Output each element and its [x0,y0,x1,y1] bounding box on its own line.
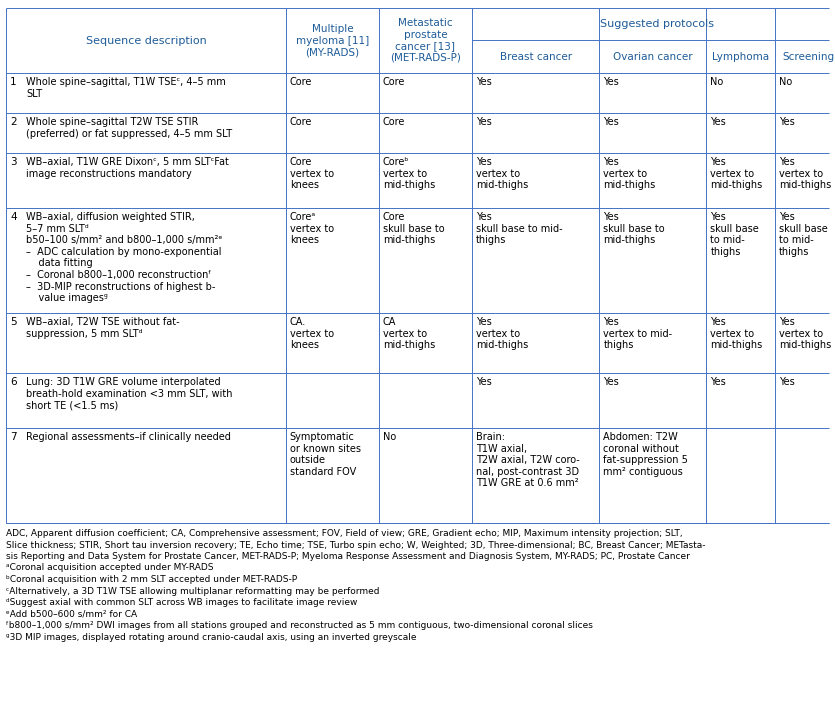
Text: Coreᵃ
vertex to
knees: Coreᵃ vertex to knees [290,212,334,245]
Text: Yes: Yes [779,117,794,127]
Text: Breast cancer: Breast cancer [499,52,572,62]
Text: ᵇCoronal acquisition with 2 mm SLT accepted under MET-RADS-P: ᵇCoronal acquisition with 2 mm SLT accep… [6,575,297,584]
Text: Yes
skull base to
mid-thighs: Yes skull base to mid-thighs [604,212,665,245]
Text: ᵈSuggest axial with common SLT across WB images to facilitate image review: ᵈSuggest axial with common SLT across WB… [6,598,357,607]
Text: ᵍ3D MIP images, displayed rotating around cranio-caudal axis, using an inverted : ᵍ3D MIP images, displayed rotating aroun… [6,632,417,642]
Text: Slice thickness; STIR, Short tau inversion recovery; TE, Echo time; TSE, Turbo s: Slice thickness; STIR, Short tau inversi… [6,541,706,549]
Text: Core: Core [382,77,405,87]
Text: ᶠb800–1,000 s/mm² DWI images from all stations grouped and reconstructed as 5 mm: ᶠb800–1,000 s/mm² DWI images from all st… [6,621,593,630]
Text: Yes
skull base
to mid-
thighs: Yes skull base to mid- thighs [779,212,827,257]
Text: Yes
vertex to
mid-thighs: Yes vertex to mid-thighs [476,317,528,350]
Text: Screening: Screening [782,52,835,62]
Text: Abdomen: T2W
coronal without
fat-suppression 5
mm² contiguous: Abdomen: T2W coronal without fat-suppres… [604,432,688,477]
Text: Yes
vertex to
mid-thighs: Yes vertex to mid-thighs [779,157,831,190]
Text: Yes: Yes [779,377,794,387]
Text: Core
vertex to
knees: Core vertex to knees [290,157,334,190]
Text: Symptomatic
or known sites
outside
standard FOV: Symptomatic or known sites outside stand… [290,432,361,477]
Text: ADC, Apparent diffusion coefficient; CA, Comprehensive assessment; FOV, Field of: ADC, Apparent diffusion coefficient; CA,… [6,529,683,538]
Text: Suggested protocols: Suggested protocols [600,19,715,29]
Text: Yes: Yes [476,117,492,127]
Text: Yes: Yes [711,117,726,127]
Text: Core
skull base to
mid-thighs: Core skull base to mid-thighs [382,212,444,245]
Text: Yes
vertex to
mid-thighs: Yes vertex to mid-thighs [779,317,831,350]
Text: Yes: Yes [604,377,619,387]
Text: Brain:
T1W axial,
T2W axial, T2W coro-
nal, post-contrast 3D
T1W GRE at 0.6 mm²: Brain: T1W axial, T2W axial, T2W coro- n… [476,432,579,488]
Text: Yes
vertex to
mid-thighs: Yes vertex to mid-thighs [476,157,528,190]
Text: Yes: Yes [604,77,619,87]
Text: CA
vertex to
mid-thighs: CA vertex to mid-thighs [382,317,435,350]
Text: Yes
skull base to mid-
thighs: Yes skull base to mid- thighs [476,212,563,245]
Text: Yes: Yes [604,117,619,127]
Text: Core: Core [382,117,405,127]
Text: WB–axial, diffusion weighted STIR,
5–7 mm SLTᵈ
b50–100 s/mm² and b800–1,000 s/mm: WB–axial, diffusion weighted STIR, 5–7 m… [26,212,222,303]
Text: 3: 3 [10,157,17,167]
Text: Lung: 3D T1W GRE volume interpolated
breath-hold examination <3 mm SLT, with
sho: Lung: 3D T1W GRE volume interpolated bre… [26,377,232,410]
Text: No: No [779,77,792,87]
Text: Whole spine–sagittal, T1W TSEᶜ, 4–5 mm
SLT: Whole spine–sagittal, T1W TSEᶜ, 4–5 mm S… [26,77,225,99]
Text: WB–axial, T2W TSE without fat-
suppression, 5 mm SLTᵈ: WB–axial, T2W TSE without fat- suppressi… [26,317,180,339]
Text: No: No [711,77,724,87]
Text: Yes: Yes [476,77,492,87]
Text: Core: Core [290,77,312,87]
Text: Coreᵇ
vertex to
mid-thighs: Coreᵇ vertex to mid-thighs [382,157,435,190]
Text: Ovarian cancer: Ovarian cancer [613,52,693,62]
Text: 7: 7 [10,432,17,442]
Text: 4: 4 [10,212,17,222]
Text: Yes: Yes [711,377,726,387]
Text: Yes
vertex to
mid-thighs: Yes vertex to mid-thighs [711,317,762,350]
Text: Whole spine–sagittal T2W TSE STIR
(preferred) or fat suppressed, 4–5 mm SLT: Whole spine–sagittal T2W TSE STIR (prefe… [26,117,232,139]
Text: WB–axial, T1W GRE Dixonᶜ, 5 mm SLTᶜFat
image reconstructions mandatory: WB–axial, T1W GRE Dixonᶜ, 5 mm SLTᶜFat i… [26,157,229,178]
Text: 1: 1 [10,77,17,87]
Text: sis Reporting and Data System for Prostate Cancer, MET-RADS-P; Myeloma Response : sis Reporting and Data System for Prosta… [6,552,690,561]
Text: Sequence description: Sequence description [85,36,206,46]
Text: 5: 5 [10,317,17,327]
Text: Lymphoma: Lymphoma [712,52,769,62]
Text: Core: Core [290,117,312,127]
Text: Yes: Yes [476,377,492,387]
Text: ᶜAlternatively, a 3D T1W TSE allowing multiplanar reformatting may be performed: ᶜAlternatively, a 3D T1W TSE allowing mu… [6,586,379,596]
Text: Yes
vertex to mid-
thighs: Yes vertex to mid- thighs [604,317,672,350]
Text: Yes
vertex to
mid-thighs: Yes vertex to mid-thighs [711,157,762,190]
Text: Yes
vertex to
mid-thighs: Yes vertex to mid-thighs [604,157,655,190]
Text: Metastatic
prostate
cancer [13]
(MET-RADS-P): Metastatic prostate cancer [13] (MET-RAD… [390,18,461,63]
Text: 6: 6 [10,377,17,387]
Text: Yes
skull base
to mid-
thighs: Yes skull base to mid- thighs [711,212,759,257]
Text: No: No [382,432,396,442]
Text: ᵉAdd b500–600 s/mm² for CA: ᵉAdd b500–600 s/mm² for CA [6,609,137,619]
Text: 2: 2 [10,117,17,127]
Text: ᵃCoronal acquisition accepted under MY-RADS: ᵃCoronal acquisition accepted under MY-R… [6,563,214,573]
Text: Regional assessments–if clinically needed: Regional assessments–if clinically neede… [26,432,230,442]
Text: Multiple
myeloma [11]
(MY-RADS): Multiple myeloma [11] (MY-RADS) [296,24,369,57]
Text: CA.
vertex to
knees: CA. vertex to knees [290,317,334,350]
